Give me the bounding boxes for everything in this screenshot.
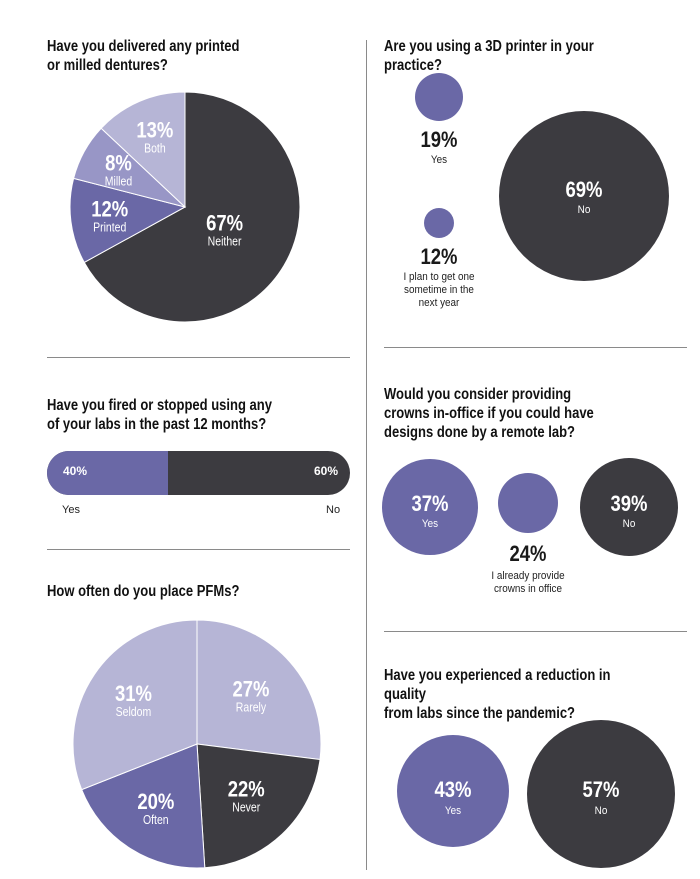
quality-question-line-1: Have you experienced a reduction in qual… xyxy=(384,667,611,703)
crowns-no-pct: 39% xyxy=(610,491,648,516)
quality-yes-pct: 43% xyxy=(434,777,472,802)
quality-question-line-2: from labs since the pandemic? xyxy=(384,705,576,722)
dentures-pct-both: 13% xyxy=(136,119,173,143)
crowns-already-label-line-1: I already provide xyxy=(491,570,565,582)
fired-labs-question: Have you fired or stopped using any of y… xyxy=(47,396,272,434)
crowns-no-label: No xyxy=(622,518,636,530)
bar-label-no: 60% xyxy=(313,464,338,478)
printer-bubble-no xyxy=(499,111,669,281)
printer-question: Are you using a 3D printer in your pract… xyxy=(384,37,649,75)
pfms-label-seldom: Seldom xyxy=(116,706,152,719)
fired-labs-bar: 40% 60% xyxy=(47,451,350,495)
pfms-pct-rarely: 27% xyxy=(232,678,269,702)
printer-plan-label-line-2: sometime in the xyxy=(404,284,474,296)
dentures-label-milled: Milled xyxy=(105,176,132,189)
quality-bubble-yes xyxy=(397,735,509,847)
dentures-slice-printed xyxy=(69,177,187,264)
bar-segment-yes xyxy=(47,451,169,495)
dentures-question-line-1: Have you delivered any printed xyxy=(47,38,240,55)
dentures-question-line-2: or milled dentures? xyxy=(47,57,168,74)
pfms-label-never: Never xyxy=(232,802,260,815)
printer-bubble-plan xyxy=(424,208,454,238)
dentures-slice-both xyxy=(100,91,186,209)
section-divider-right-1 xyxy=(384,347,687,348)
quality-no-pct: 57% xyxy=(582,777,620,802)
crowns-question: Would you consider providing crowns in-o… xyxy=(384,385,594,442)
quality-yes-label: Yes xyxy=(444,805,462,817)
quality-bubble-no xyxy=(527,720,675,868)
quality-no-label: No xyxy=(594,805,608,817)
bar-label-yes: 40% xyxy=(63,464,88,478)
crowns-already-label: I already provide crowns in office xyxy=(470,570,587,596)
crowns-yes-pct: 37% xyxy=(411,491,449,516)
pfms-slice-rarely xyxy=(196,619,322,761)
dentures-label-both: Both xyxy=(144,143,166,156)
pfms-pct-never: 22% xyxy=(228,778,265,802)
crowns-question-line-3: designs done by a remote lab? xyxy=(384,424,576,441)
printer-plan-label-line-1: I plan to get one xyxy=(403,271,475,283)
dentures-label-neither: Neither xyxy=(208,236,242,249)
column-divider xyxy=(366,40,367,870)
printer-no-pct: 69% xyxy=(565,177,603,202)
printer-plan-label: I plan to get one sometime in the next y… xyxy=(386,271,492,310)
crowns-already-pct: 24% xyxy=(509,541,547,566)
printer-bubble-yes xyxy=(415,73,463,121)
pfms-slice-never xyxy=(196,743,321,869)
printer-yes-label: Yes xyxy=(430,154,448,166)
crowns-yes-label: Yes xyxy=(421,518,439,530)
printer-yes-pct: 19% xyxy=(420,127,458,152)
pfms-slice-seldom xyxy=(72,619,198,791)
quality-question: Have you experienced a reduction in qual… xyxy=(384,666,649,723)
fired-labs-question-line-1: Have you fired or stopped using any xyxy=(47,397,273,414)
crowns-question-line-1: Would you consider providing xyxy=(384,386,572,403)
dentures-label-printed: Printed xyxy=(93,222,126,235)
dentures-pct-milled: 8% xyxy=(105,152,132,176)
section-divider-right-2 xyxy=(384,631,687,632)
printer-question-line-1: Are you using a 3D printer in your pract… xyxy=(384,38,594,74)
pfms-pct-often: 20% xyxy=(137,791,174,815)
printer-plan-label-line-3: next year xyxy=(418,297,460,309)
pfms-label-often: Often xyxy=(143,814,169,827)
crowns-bubble-already xyxy=(498,473,558,533)
dentures-pct-neither: 67% xyxy=(206,212,243,236)
pfms-label-rarely: Rarely xyxy=(236,702,267,715)
pfms-question: How often do you place PFMs? xyxy=(47,582,239,601)
pfms-slice-often xyxy=(81,743,206,869)
bar-category-yes: Yes xyxy=(62,504,80,516)
section-divider-left-1 xyxy=(47,357,350,358)
dentures-slice-neither xyxy=(83,91,301,323)
pfms-question-line-1: How often do you place PFMs? xyxy=(47,583,240,600)
crowns-already-label-line-2: crowns in office xyxy=(493,583,563,595)
printer-no-label: No xyxy=(577,204,591,216)
crowns-question-line-2: crowns in-office if you could have xyxy=(384,405,594,422)
crowns-bubble-yes xyxy=(382,459,478,555)
dentures-question: Have you delivered any printed or milled… xyxy=(47,37,239,75)
bar-category-no: No xyxy=(326,504,341,516)
section-divider-left-2 xyxy=(47,549,350,550)
pfms-pct-seldom: 31% xyxy=(115,682,152,706)
crowns-bubble-no xyxy=(580,458,678,556)
fired-labs-question-line-2: of your labs in the past 12 months? xyxy=(47,416,267,433)
dentures-pct-printed: 12% xyxy=(91,198,128,222)
printer-plan-pct: 12% xyxy=(420,244,458,269)
